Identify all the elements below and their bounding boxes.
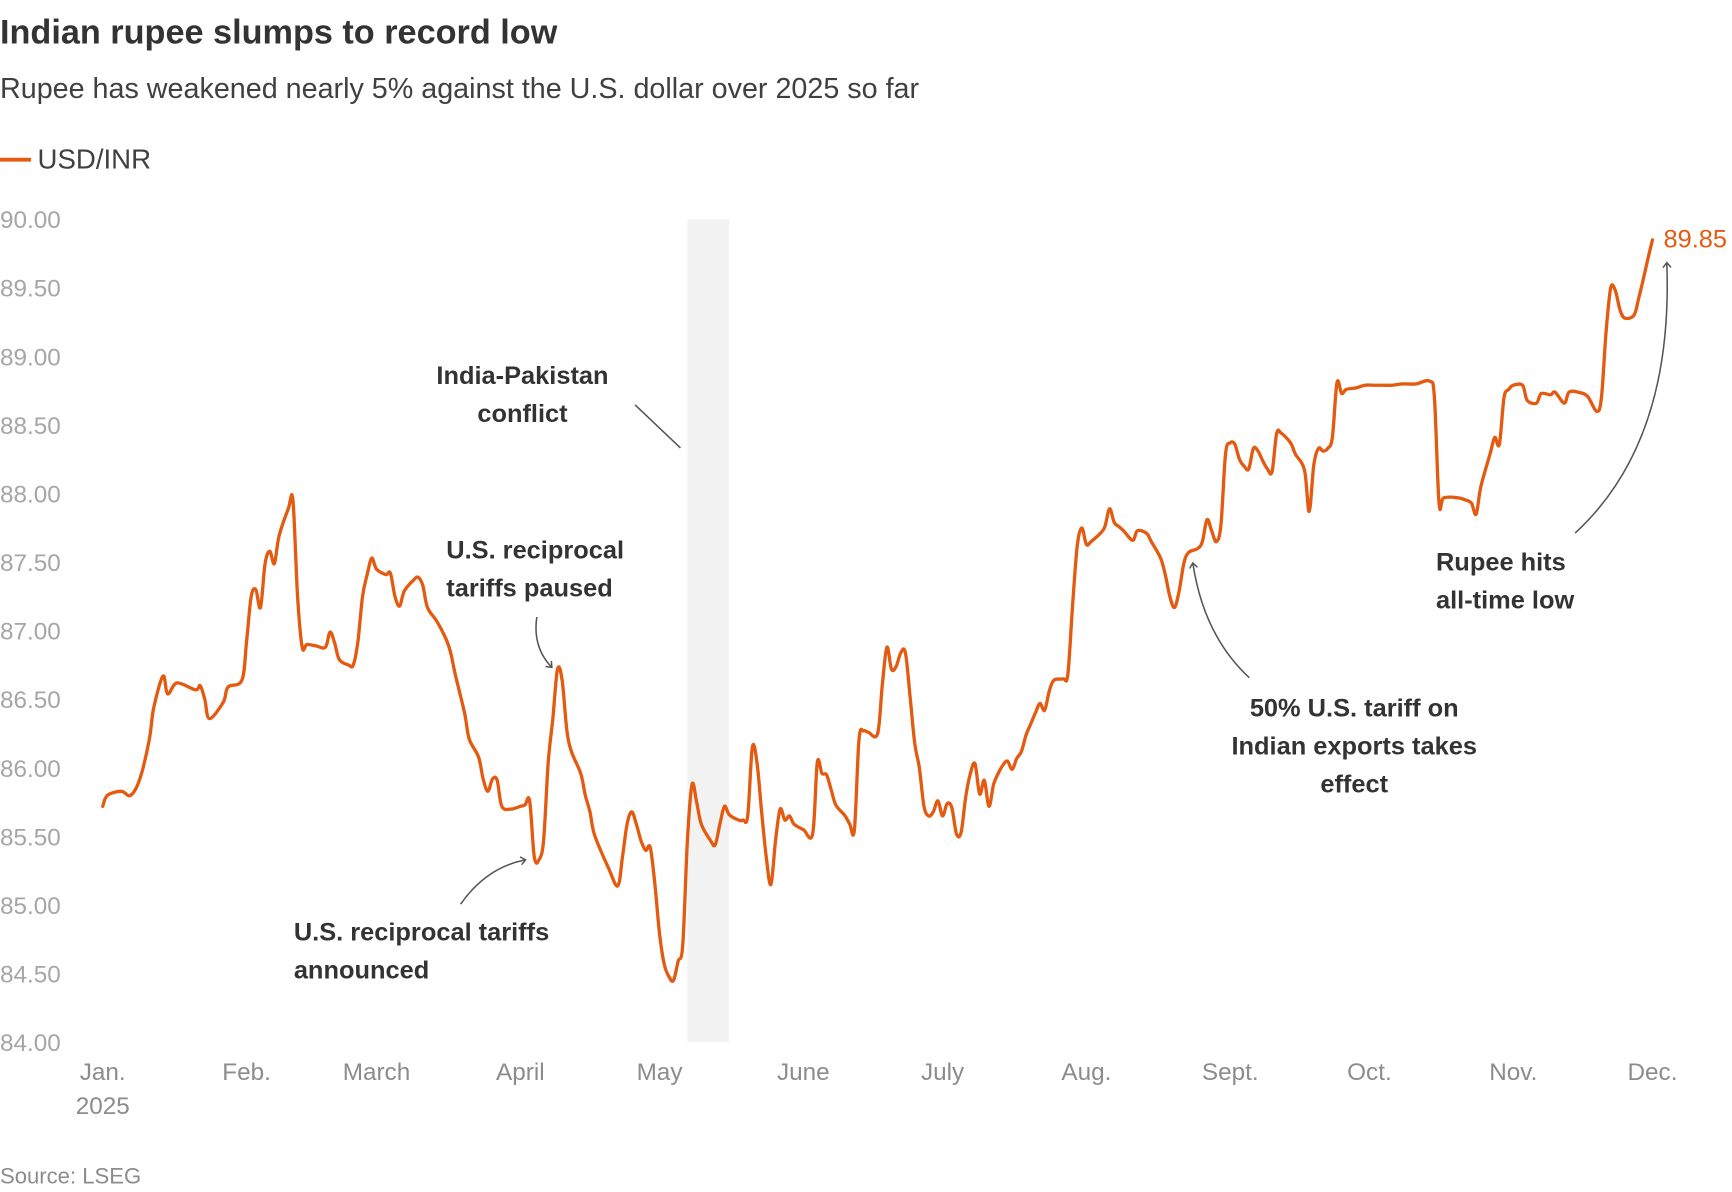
x-tick-label: Jan. — [80, 1059, 126, 1086]
annotations: India-Pakistan conflict U.S. reciprocal tar… — [294, 362, 1575, 985]
x-tick-label: Oct. — [1347, 1059, 1392, 1086]
annotation-low: Rupee hits all-time low — [1436, 549, 1575, 615]
y-tick-label: 88.00 — [0, 481, 61, 508]
y-tick-label: 84.50 — [0, 962, 61, 989]
x-axis: Jan. 2025 Feb. March April May June July Aug. Sep… — [76, 1059, 1678, 1120]
x-tick-label: March — [343, 1059, 411, 1086]
y-tick-label: 87.00 — [0, 619, 61, 646]
x-tick-year-label: 2025 — [76, 1093, 130, 1120]
annotation-text: U.S. reciprocal — [446, 536, 624, 564]
annotation-text: conflict — [477, 400, 568, 428]
y-tick-label: 86.00 — [0, 756, 61, 783]
x-tick-label: May — [637, 1059, 684, 1086]
x-tick-label: June — [777, 1059, 830, 1086]
chart-title: Indian rupee slumps to record low — [0, 14, 558, 52]
x-tick-label: Dec. — [1627, 1059, 1677, 1086]
y-tick-label: 89.00 — [0, 344, 61, 371]
y-tick-label: 88.50 — [0, 413, 61, 440]
annotation-text: effect — [1320, 771, 1388, 799]
annotation-text: India-Pakistan — [436, 362, 608, 390]
y-tick-label: 84.00 — [0, 1030, 61, 1057]
annotation-text: U.S. reciprocal tariffs — [294, 919, 549, 947]
annotation-paused: U.S. reciprocal tariffs paused — [446, 536, 624, 602]
y-tick-label: 87.50 — [0, 550, 61, 577]
annotation-conflict: India-Pakistan conflict — [436, 362, 608, 428]
conflict-shaded-band — [687, 219, 730, 1043]
annotation-connectors — [459, 261, 1672, 905]
x-tick-label: April — [496, 1059, 545, 1086]
source-note: Source: LSEG — [0, 1164, 141, 1189]
annotation-text: announced — [294, 957, 429, 985]
y-tick-label: 85.50 — [0, 824, 61, 851]
legend: USD/INR — [0, 144, 151, 175]
annotation-text: tariffs paused — [446, 575, 613, 603]
end-value-label: 89.85 — [1664, 226, 1728, 254]
low-arrow — [1574, 261, 1672, 534]
x-tick-label: Nov. — [1489, 1059, 1537, 1086]
annotation-text: all-time low — [1436, 587, 1575, 615]
annotation-tariff50: 50% U.S. tariff on Indian exports takes ef… — [1231, 694, 1477, 798]
y-tick-label: 90.00 — [0, 207, 61, 234]
chart-subtitle: Rupee has weakened nearly 5% against the… — [0, 73, 920, 105]
annotation-text: Rupee hits — [1436, 549, 1566, 577]
x-tick-label: Feb. — [222, 1059, 271, 1086]
x-tick-label: Aug. — [1061, 1059, 1111, 1086]
x-tick-label: July — [921, 1059, 965, 1086]
y-tick-label: 86.50 — [0, 687, 61, 714]
usd-inr-line — [101, 238, 1655, 983]
paused-arrow — [535, 616, 553, 669]
y-tick-label: 85.00 — [0, 893, 61, 920]
y-tick-label: 89.50 — [0, 276, 61, 303]
x-tick-label: Sept. — [1202, 1059, 1259, 1086]
conflict-connector — [634, 404, 681, 449]
annotation-text: Indian exports takes — [1231, 733, 1477, 761]
y-axis: 90.00 89.50 89.00 88.50 88.00 87.50 87.00 86.50… — [0, 207, 61, 1057]
annotation-text: 50% U.S. tariff on — [1250, 694, 1459, 722]
tariff50-arrow — [1188, 561, 1250, 679]
announced-arrow — [459, 856, 527, 905]
legend-label: USD/INR — [38, 144, 152, 175]
annotation-announced: U.S. reciprocal tariffs announced — [294, 919, 549, 985]
